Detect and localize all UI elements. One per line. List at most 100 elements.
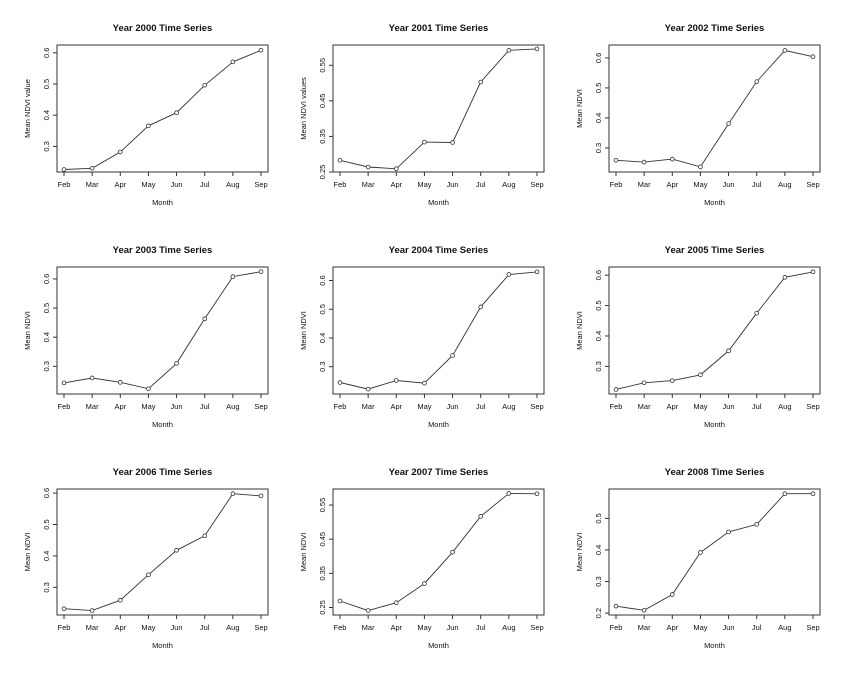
data-point-may bbox=[422, 380, 427, 386]
plot-frame bbox=[608, 44, 821, 173]
x-tick-label: Apr bbox=[114, 402, 126, 411]
y-tick-label: 0.3 bbox=[594, 576, 603, 586]
data-point-jun bbox=[726, 348, 731, 354]
x-tick-label: Jun bbox=[171, 623, 183, 632]
y-tick-label: 0.4 bbox=[42, 551, 51, 561]
x-axis-label: Month bbox=[704, 198, 725, 207]
data-point-jun bbox=[726, 529, 731, 535]
data-point-mar bbox=[365, 386, 371, 392]
data-point-jun bbox=[174, 547, 179, 553]
x-tick-label: Aug bbox=[226, 180, 239, 189]
x-tick-label: May bbox=[417, 180, 431, 189]
x-tick-label: May bbox=[693, 623, 707, 632]
x-tick-label: Feb bbox=[610, 180, 623, 189]
y-tick-label: 0.6 bbox=[42, 274, 51, 284]
x-tick-label: Mar bbox=[86, 402, 99, 411]
data-point-sep bbox=[258, 48, 264, 53]
y-axis-label: Mean NDVI bbox=[299, 311, 308, 350]
x-tick-label: Mar bbox=[362, 402, 375, 411]
y-tick-label: 0.6 bbox=[594, 270, 603, 280]
data-point-may bbox=[422, 139, 427, 145]
data-point-mar bbox=[89, 165, 95, 171]
data-point-feb bbox=[61, 380, 67, 386]
x-tick-label: Sep bbox=[254, 180, 267, 189]
x-tick-label: Mar bbox=[638, 623, 651, 632]
chart-panel-5: Year 2004 Time Series Feb Mar Apr May Jun Jul A… bbox=[299, 245, 545, 429]
x-tick-label: May bbox=[141, 180, 155, 189]
y-tick-label: 0.4 bbox=[594, 331, 603, 341]
data-point-apr bbox=[669, 156, 675, 162]
series-line bbox=[339, 48, 538, 170]
x-axis-label: Month bbox=[428, 641, 449, 650]
data-point-feb bbox=[61, 167, 67, 172]
x-tick-label: Apr bbox=[390, 180, 402, 189]
data-point-mar bbox=[641, 380, 647, 386]
data-point-jun bbox=[174, 361, 179, 366]
y-tick-label: 0.4 bbox=[594, 545, 603, 555]
x-tick-label: Jul bbox=[476, 402, 486, 411]
data-point-sep bbox=[258, 269, 264, 274]
data-point-sep bbox=[534, 46, 540, 52]
data-point-feb bbox=[337, 598, 343, 604]
x-tick-label: Mar bbox=[362, 180, 375, 189]
x-axis-label: Month bbox=[428, 420, 449, 429]
x-tick-label: Mar bbox=[86, 623, 99, 632]
series-line bbox=[63, 493, 262, 612]
data-point-apr bbox=[117, 380, 123, 385]
y-tick-label: 0.3 bbox=[594, 361, 603, 371]
chart-panel-7: Year 2006 Time Series Feb Mar Apr May Jun Jul A… bbox=[23, 467, 269, 650]
data-point-may bbox=[146, 123, 151, 129]
chart-title: Year 2003 Time Series bbox=[113, 245, 213, 256]
y-axis-label: Mean NDVI bbox=[575, 311, 584, 350]
x-tick-label: Jul bbox=[200, 402, 210, 411]
y-axis-label: Mean NDVI bbox=[23, 533, 32, 572]
data-point-sep bbox=[534, 491, 540, 497]
data-point-aug bbox=[782, 48, 788, 53]
x-tick-label: Feb bbox=[334, 402, 347, 411]
x-tick-label: Aug bbox=[778, 402, 791, 411]
y-tick-label: 0.55 bbox=[318, 498, 327, 513]
chart-title: Year 2007 Time Series bbox=[389, 467, 489, 478]
plot-frame bbox=[56, 266, 269, 395]
y-tick-label: 0.3 bbox=[594, 143, 603, 153]
chart-panel-9: Year 2008 Time Series Feb Mar Apr May Jun Jul A… bbox=[575, 467, 821, 650]
y-tick-label: 0.5 bbox=[42, 303, 51, 313]
series-line bbox=[339, 271, 538, 390]
x-tick-label: Feb bbox=[58, 402, 71, 411]
y-tick-label: 0.25 bbox=[318, 165, 327, 180]
data-point-aug bbox=[506, 491, 512, 496]
x-tick-label: Aug bbox=[502, 180, 515, 189]
x-axis-label: Month bbox=[152, 198, 173, 207]
x-tick-label: Apr bbox=[390, 623, 402, 632]
x-tick-label: Jun bbox=[723, 180, 735, 189]
data-point-may bbox=[698, 372, 703, 378]
x-tick-label: Sep bbox=[806, 180, 819, 189]
data-point-jul bbox=[754, 79, 760, 84]
data-point-jul bbox=[754, 310, 760, 316]
x-tick-label: Aug bbox=[778, 180, 791, 189]
x-tick-label: Feb bbox=[610, 623, 623, 632]
x-axis-label: Month bbox=[704, 641, 725, 650]
y-tick-label: 0.2 bbox=[594, 608, 603, 618]
x-tick-label: Jul bbox=[752, 180, 762, 189]
data-point-jun bbox=[450, 549, 455, 555]
x-tick-label: Feb bbox=[610, 402, 623, 411]
x-tick-label: Jun bbox=[723, 402, 735, 411]
data-point-mar bbox=[641, 607, 647, 613]
data-point-feb bbox=[613, 603, 619, 609]
y-tick-label: 0.6 bbox=[42, 48, 51, 58]
plot-frame bbox=[608, 266, 821, 395]
data-point-jul bbox=[202, 316, 208, 322]
y-tick-label: 0.25 bbox=[318, 600, 327, 615]
x-tick-label: Mar bbox=[638, 402, 651, 411]
y-tick-label: 0.3 bbox=[42, 582, 51, 592]
y-tick-label: 0.35 bbox=[318, 566, 327, 581]
data-point-apr bbox=[117, 149, 123, 155]
y-tick-label: 0.3 bbox=[318, 361, 327, 371]
x-tick-label: Feb bbox=[58, 623, 71, 632]
series-line bbox=[615, 271, 814, 390]
series-line bbox=[63, 271, 262, 390]
y-tick-label: 0.4 bbox=[318, 333, 327, 343]
y-tick-label: 0.5 bbox=[318, 304, 327, 314]
